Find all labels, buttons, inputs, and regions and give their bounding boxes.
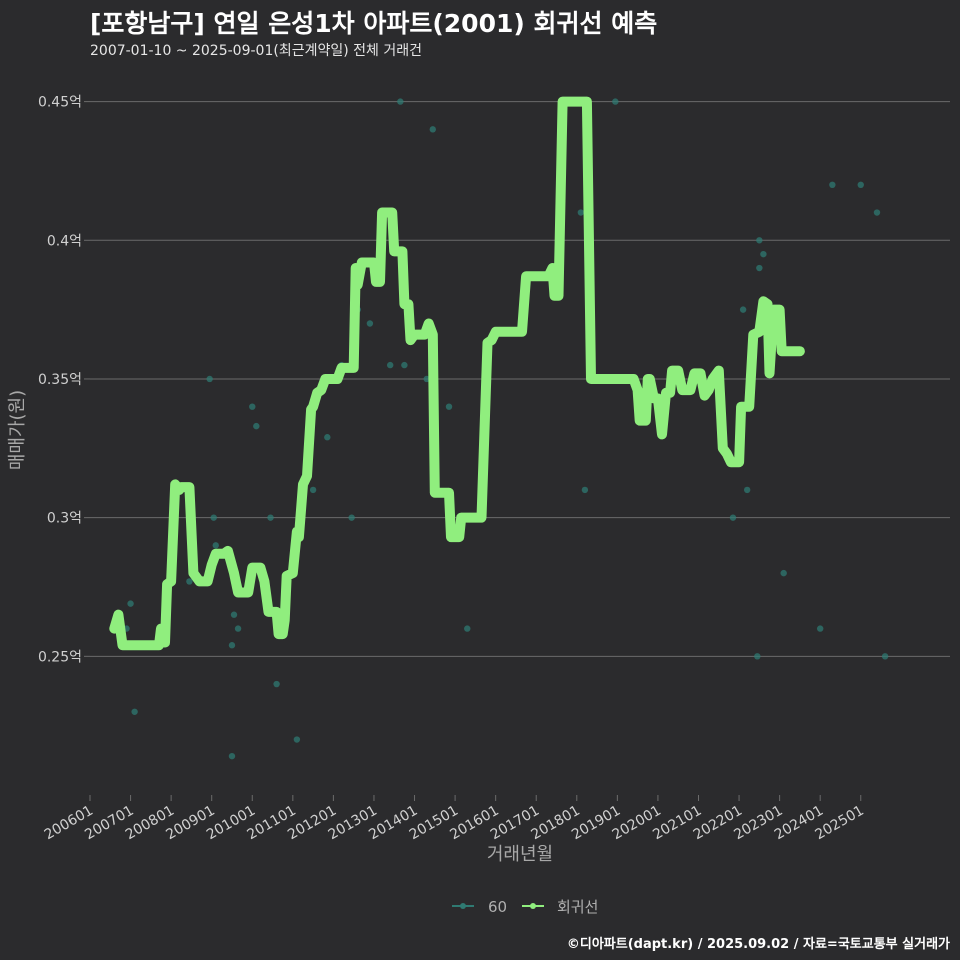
y-tick-label: 0.45억: [38, 95, 82, 111]
regression-line-group: [109, 96, 805, 651]
data-point: [212, 542, 219, 549]
footer-credit: ©디아파트(dapt.kr) / 2025.09.02 / 자료=국토교통부 실…: [566, 937, 950, 952]
data-point: [293, 736, 301, 743]
data-point: [739, 306, 747, 313]
data-point: [754, 653, 761, 660]
legend-label-60: 60: [488, 898, 507, 916]
data-point: [881, 653, 889, 660]
data-point: [464, 625, 471, 632]
data-point: [581, 486, 589, 494]
data-point: [228, 642, 236, 649]
chart-subtitle: 2007-01-10 ~ 2025-09-01(최근계약일) 전체 거래건: [90, 43, 422, 59]
data-point: [206, 375, 213, 383]
data-point: [348, 514, 355, 521]
legend-points-swatch: [460, 903, 466, 909]
data-point: [186, 578, 193, 585]
data-point: [756, 264, 763, 272]
data-point: [760, 250, 767, 258]
x-axis-ticks: 2006012007012008012009012010012011012012…: [42, 795, 867, 843]
data-point: [366, 320, 374, 327]
y-tick-label: 0.4억: [47, 233, 82, 249]
data-point: [234, 625, 242, 632]
legend-label-regression: 회귀선: [557, 898, 598, 916]
data-point: [857, 181, 864, 189]
data-point: [780, 569, 787, 577]
data-point: [612, 98, 619, 105]
y-tick-label: 0.25억: [38, 649, 82, 665]
data-point: [210, 514, 217, 521]
data-point: [230, 611, 238, 618]
data-point: [756, 237, 763, 244]
scatter-points-60: [123, 98, 889, 760]
data-point: [309, 486, 317, 494]
y-axis-label: 매매가(원): [7, 390, 28, 470]
data-point: [273, 680, 280, 688]
data-point: [249, 403, 256, 410]
y-axis-ticks: 0.25억 0.3억 0.35억 0.4억 0.45억: [38, 95, 90, 665]
legend: 60 회귀선: [452, 898, 598, 916]
data-point: [743, 486, 751, 494]
data-point: [267, 514, 274, 521]
y-tick-label: 0.35억: [38, 372, 82, 388]
chart-title: [포항남구] 연일 은성1차 아파트(2001) 회귀선 예측: [90, 9, 658, 38]
data-point: [423, 375, 430, 383]
data-point: [829, 181, 836, 189]
grid-lines: [90, 101, 950, 657]
legend-line-swatch-dot: [530, 903, 536, 909]
data-point: [127, 600, 134, 607]
data-point: [873, 209, 881, 216]
data-point: [429, 126, 436, 133]
data-point: [386, 361, 394, 369]
data-point: [131, 708, 138, 715]
data-point: [324, 434, 331, 441]
data-point: [445, 403, 453, 410]
data-point: [729, 514, 737, 521]
data-point: [401, 361, 408, 369]
y-tick-label: 0.3억: [47, 511, 82, 527]
data-point: [816, 625, 824, 632]
data-point: [228, 752, 236, 760]
x-axis-label: 거래년월: [487, 844, 553, 865]
data-point: [577, 209, 585, 216]
data-point: [253, 422, 260, 430]
regression-line: [109, 96, 805, 651]
data-point: [397, 98, 404, 105]
